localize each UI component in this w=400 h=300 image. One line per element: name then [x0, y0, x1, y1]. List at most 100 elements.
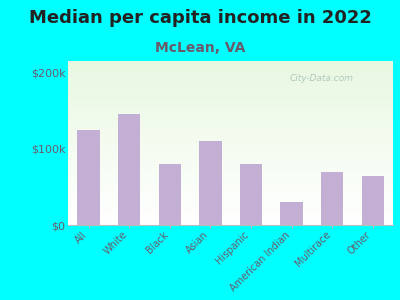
Bar [68, 104, 393, 105]
Bar [68, 149, 393, 150]
Bar [68, 68, 393, 69]
Bar [362, 176, 384, 225]
Bar [68, 133, 393, 134]
Bar [68, 101, 393, 102]
Bar [68, 117, 393, 118]
Bar [68, 155, 393, 156]
Bar [68, 207, 393, 208]
Bar [159, 164, 181, 225]
Bar [68, 112, 393, 113]
Bar [68, 173, 393, 174]
Bar [68, 93, 393, 94]
Bar [68, 154, 393, 155]
Bar [68, 213, 393, 214]
Bar [68, 134, 393, 135]
Bar [68, 167, 393, 168]
Bar [280, 202, 303, 225]
Bar [68, 156, 393, 157]
Bar [68, 219, 393, 220]
Bar [68, 172, 393, 173]
Bar [68, 132, 393, 133]
Bar [68, 185, 393, 186]
Bar [68, 212, 393, 213]
Bar [68, 194, 393, 195]
Bar [68, 105, 393, 106]
Bar [68, 87, 393, 88]
Bar [68, 81, 393, 82]
Bar [240, 164, 262, 225]
Bar [68, 66, 393, 67]
Bar [68, 186, 393, 187]
Bar [68, 214, 393, 215]
Text: McLean, VA: McLean, VA [155, 40, 245, 55]
Bar [68, 146, 393, 147]
Bar [68, 118, 393, 119]
Bar [68, 89, 393, 90]
Bar [68, 120, 393, 121]
Bar [68, 88, 393, 89]
Bar [68, 72, 393, 73]
Bar [68, 220, 393, 221]
Bar [321, 172, 343, 225]
Bar [68, 90, 393, 91]
Bar [68, 221, 393, 222]
Bar [68, 83, 393, 84]
Bar [68, 144, 393, 145]
Bar [68, 171, 393, 172]
Bar [68, 73, 393, 74]
Bar [68, 109, 393, 110]
Bar [68, 163, 393, 164]
Bar [68, 178, 393, 179]
Bar [68, 177, 393, 178]
Bar [68, 160, 393, 161]
Bar [68, 201, 393, 202]
Bar [68, 162, 393, 163]
Bar [68, 114, 393, 115]
Bar [68, 223, 393, 224]
Bar [68, 189, 393, 190]
Bar [68, 208, 393, 209]
Bar [68, 139, 393, 140]
Bar [68, 141, 393, 142]
Bar [68, 113, 393, 114]
Bar [68, 140, 393, 141]
Bar [68, 147, 393, 148]
Bar [68, 193, 393, 194]
Bar [68, 138, 393, 139]
Bar [68, 77, 393, 78]
Bar [68, 102, 393, 103]
Bar [68, 106, 393, 107]
Bar [68, 86, 393, 87]
Bar [68, 151, 393, 152]
Bar [68, 128, 393, 129]
Bar [68, 158, 393, 159]
Bar [68, 107, 393, 108]
Bar [68, 65, 393, 66]
Bar [68, 136, 393, 137]
Bar [68, 76, 393, 77]
Bar [68, 160, 393, 161]
Bar [68, 182, 393, 183]
Bar [68, 217, 393, 218]
Bar [68, 91, 393, 92]
Bar [68, 203, 393, 204]
Bar [68, 183, 393, 184]
Bar [68, 108, 393, 109]
Bar [68, 116, 393, 117]
Bar [68, 137, 393, 138]
Bar [68, 135, 393, 136]
Bar [68, 78, 393, 79]
Bar [68, 150, 393, 151]
Bar [68, 176, 393, 177]
Bar [68, 82, 393, 83]
Bar [68, 75, 393, 76]
Bar [68, 211, 393, 212]
Bar [68, 96, 393, 97]
Bar [68, 168, 393, 169]
Bar [68, 119, 393, 120]
Bar [68, 124, 393, 125]
Bar [68, 94, 393, 95]
Bar [68, 125, 393, 126]
Bar [68, 99, 393, 100]
Bar [68, 64, 393, 65]
